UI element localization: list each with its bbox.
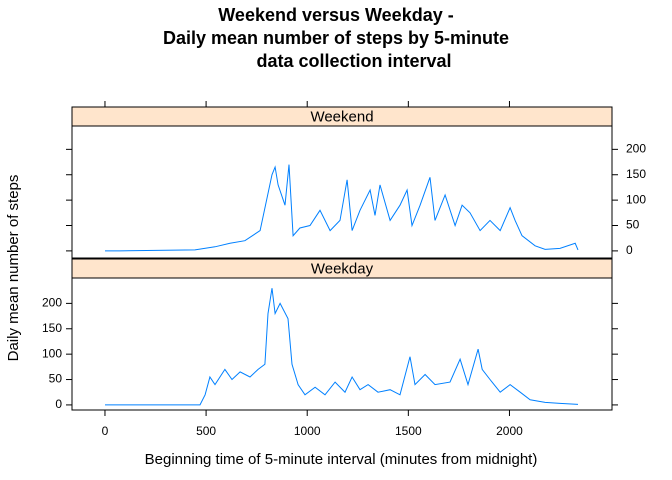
x-tick-label: 1500 xyxy=(395,424,422,438)
strip-label: Weekend xyxy=(310,108,373,125)
x-tick-label: 0 xyxy=(102,424,109,438)
chart-title: data collection interval xyxy=(256,51,451,71)
y-tick-label: 150 xyxy=(42,321,62,335)
y-tick-label: 150 xyxy=(626,167,646,181)
panel-frame xyxy=(71,125,613,259)
x-tick-label: 500 xyxy=(196,424,216,438)
y-tick-label: 50 xyxy=(626,218,640,232)
y-tick-label: 100 xyxy=(626,192,646,206)
data-line xyxy=(105,288,579,406)
chart-title: Daily mean number of steps by 5-minute xyxy=(163,28,509,48)
x-axis-label: Beginning time of 5-minute interval (min… xyxy=(145,451,538,468)
y-tick-label: 50 xyxy=(49,372,63,386)
y-axis-label: Daily mean number of steps xyxy=(5,175,22,362)
x-tick-label: 2000 xyxy=(496,424,523,438)
y-tick-label: 100 xyxy=(42,346,62,360)
panel-frame xyxy=(71,277,613,411)
chart-title: Weekend versus Weekday - xyxy=(218,5,453,25)
y-tick-label: 0 xyxy=(55,397,62,411)
y-tick-label: 0 xyxy=(626,243,633,257)
y-tick-label: 200 xyxy=(42,296,62,310)
y-tick-label: 200 xyxy=(626,142,646,156)
data-line xyxy=(105,164,579,252)
strip-label: Weekday xyxy=(311,260,374,277)
x-tick-label: 1000 xyxy=(294,424,321,438)
